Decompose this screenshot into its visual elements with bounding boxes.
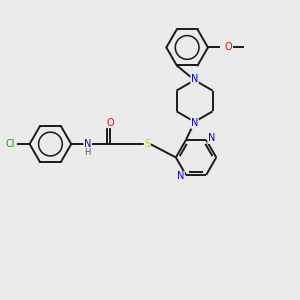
Text: N: N <box>177 171 184 182</box>
Text: H: H <box>84 148 91 157</box>
Text: N: N <box>84 139 91 149</box>
Text: O: O <box>225 43 232 52</box>
Text: Cl: Cl <box>6 139 15 149</box>
Text: S: S <box>144 139 150 149</box>
Text: N: N <box>191 118 198 128</box>
Text: O: O <box>106 118 114 128</box>
Text: N: N <box>208 134 215 143</box>
Text: N: N <box>191 74 198 84</box>
